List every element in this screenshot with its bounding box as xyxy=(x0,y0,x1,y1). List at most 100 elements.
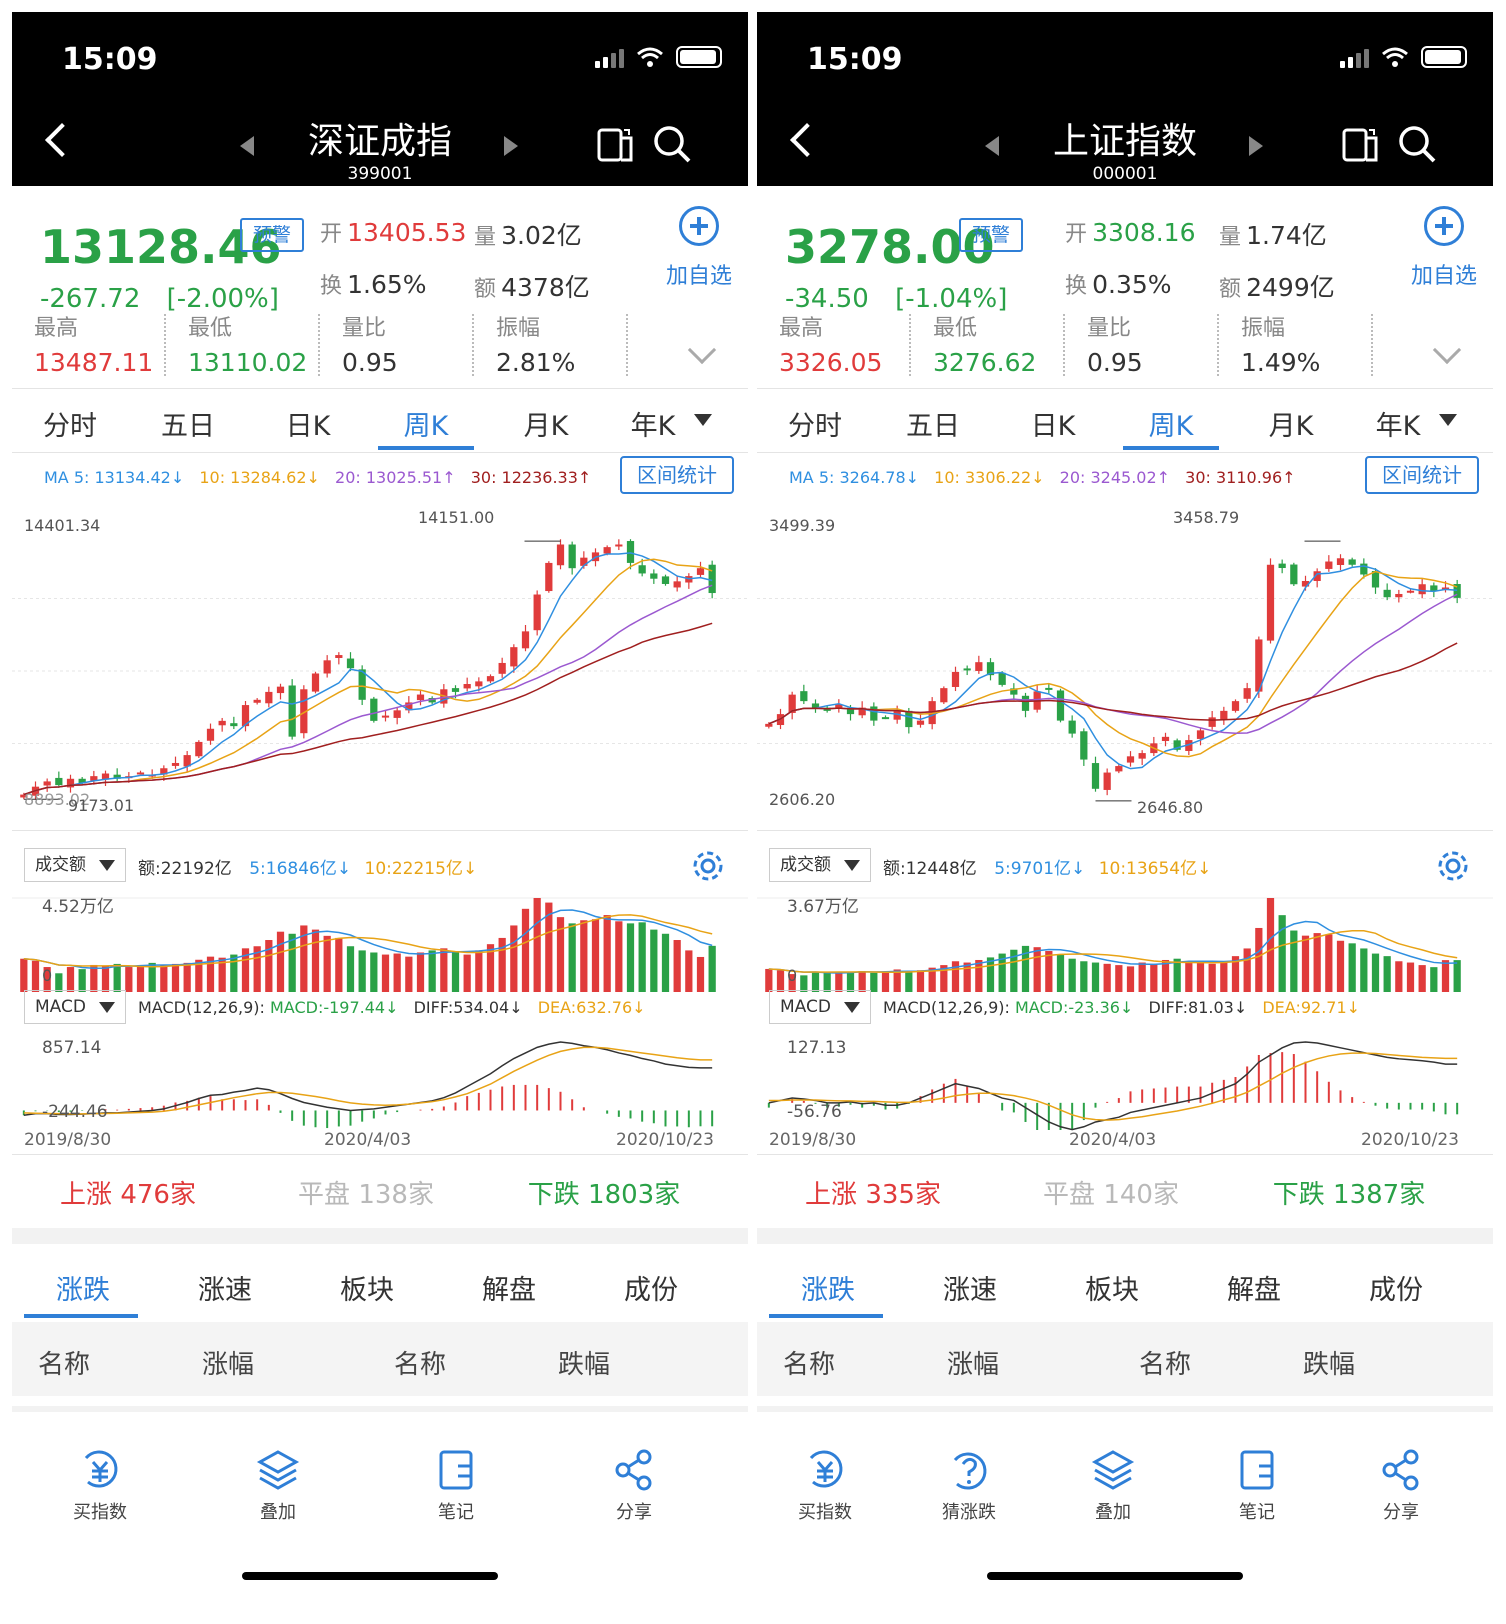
volume-bar xyxy=(440,948,448,992)
col-loss[interactable]: 跌幅 xyxy=(558,1350,611,1380)
prev-index-icon[interactable] xyxy=(240,136,254,156)
candle-body xyxy=(335,655,343,659)
active-bottom-tab-indicator xyxy=(24,1314,138,1318)
candle-body xyxy=(1453,584,1461,598)
candle-body xyxy=(545,562,553,592)
tab-5day[interactable]: 五日 xyxy=(161,411,215,442)
guess-button[interactable]: 猜涨跌 xyxy=(909,1448,1029,1524)
col-gain[interactable]: 涨幅 xyxy=(202,1350,255,1380)
volume-bar xyxy=(1115,965,1123,992)
candle-body xyxy=(20,794,28,798)
wifi-icon xyxy=(637,47,663,67)
tab-speed[interactable]: 涨速 xyxy=(198,1275,252,1306)
volume-bar xyxy=(545,902,553,992)
next-index-icon[interactable] xyxy=(1249,136,1263,156)
macd-indicator-select[interactable]: MACD xyxy=(769,990,871,1024)
tab-constituents[interactable]: 成份 xyxy=(624,1275,678,1306)
tab-monthly[interactable]: 月K xyxy=(523,411,569,442)
add-watchlist-button[interactable]: 加自选 xyxy=(1409,206,1479,290)
active-tab-indicator xyxy=(378,446,474,450)
advancing-count: 上涨 335家 xyxy=(805,1180,941,1210)
tab-analysis[interactable]: 解盘 xyxy=(1227,1275,1281,1306)
tab-constituents[interactable]: 成份 xyxy=(1369,1275,1423,1306)
tab-analysis[interactable]: 解盘 xyxy=(482,1275,536,1306)
candle-body xyxy=(253,699,261,703)
macd-max: 127.13 xyxy=(787,1038,847,1058)
candle-body xyxy=(183,755,191,767)
candlestick-chart[interactable] xyxy=(757,512,1493,832)
tab-minute[interactable]: 分时 xyxy=(788,411,842,442)
gear-icon[interactable] xyxy=(1435,848,1471,884)
alert-button[interactable]: 预警 xyxy=(959,218,1023,252)
tab-gainers-losers[interactable]: 涨跌 xyxy=(56,1275,110,1306)
tab-daily[interactable]: 日K xyxy=(285,411,331,442)
tab-sectors[interactable]: 板块 xyxy=(1085,1275,1139,1306)
candle-body xyxy=(451,688,460,692)
tab-yearly[interactable]: 年K xyxy=(1349,404,1469,443)
tab-sectors[interactable]: 板块 xyxy=(340,1275,394,1306)
volume-bar xyxy=(1301,935,1310,992)
notes-button[interactable]: 笔记 xyxy=(1197,1448,1317,1524)
index-name: 上证指数 xyxy=(1052,121,1197,162)
next-index-icon[interactable] xyxy=(504,136,518,156)
tab-monthly[interactable]: 月K xyxy=(1268,411,1314,442)
tab-yearly[interactable]: 年K xyxy=(604,404,724,443)
overlay-button[interactable]: 叠加 xyxy=(218,1448,338,1524)
overlay-button[interactable]: 叠加 xyxy=(1053,1448,1173,1524)
range-stats-button[interactable]: 区间统计 xyxy=(1365,456,1479,494)
volume-bar xyxy=(405,956,413,992)
landscape-icon[interactable] xyxy=(1341,124,1381,164)
tab-speed[interactable]: 涨速 xyxy=(943,1275,997,1306)
ma30: 30: 3110.96↑ xyxy=(1185,468,1296,487)
candle-body xyxy=(498,662,506,674)
buy-index-button[interactable]: 买指数 xyxy=(765,1448,885,1524)
stat-low: 最低 13110.02 xyxy=(188,316,308,377)
tab-weekly[interactable]: 周K xyxy=(1148,411,1194,442)
candle-body xyxy=(1173,740,1181,750)
date-end: 2020/10/23 xyxy=(616,1130,714,1150)
ma10-line xyxy=(768,570,1458,758)
macd-indicator-select[interactable]: MACD xyxy=(24,990,126,1024)
volume-zero: 0 xyxy=(42,966,53,985)
macd-chart xyxy=(767,1041,1459,1131)
y-axis-top: 14401.34 xyxy=(24,516,101,535)
high-annotation: 14151.00 xyxy=(418,508,495,527)
prev-index-icon[interactable] xyxy=(985,136,999,156)
gear-icon[interactable] xyxy=(690,848,726,884)
candle-body xyxy=(881,717,890,720)
stat-amplitude: 振幅 1.49% xyxy=(1241,316,1321,377)
volume-indicator-select[interactable]: 成交额 xyxy=(769,848,871,882)
ma-legend: MA 5: 3264.78↓ 10: 3306.22↓ 20: 3245.02↑… xyxy=(789,468,1296,487)
add-watchlist-button[interactable]: 加自选 xyxy=(664,206,734,290)
tab-daily[interactable]: 日K xyxy=(1030,411,1076,442)
index-code: 399001 xyxy=(347,164,413,184)
volume-zero: 0 xyxy=(787,966,798,985)
candle-body xyxy=(1091,763,1100,789)
tab-minute[interactable]: 分时 xyxy=(43,411,97,442)
buy-index-button[interactable]: 买指数 xyxy=(40,1448,160,1524)
share-button[interactable]: 分享 xyxy=(574,1448,694,1524)
tab-weekly[interactable]: 周K xyxy=(403,411,449,442)
candle-body xyxy=(1383,589,1391,598)
stat-high: 最高 3326.05 xyxy=(779,316,883,377)
alert-button[interactable]: 预警 xyxy=(240,218,304,252)
y-axis-top: 3499.39 xyxy=(769,516,836,535)
volume-indicator-select[interactable]: 成交额 xyxy=(24,848,126,882)
candle-body xyxy=(580,557,588,566)
tab-5day[interactable]: 五日 xyxy=(906,411,960,442)
volume-bar xyxy=(1080,961,1088,992)
candle-body xyxy=(916,720,925,725)
tab-gainers-losers[interactable]: 涨跌 xyxy=(801,1275,855,1306)
search-icon[interactable] xyxy=(652,124,692,164)
notes-button[interactable]: 笔记 xyxy=(396,1448,516,1524)
search-icon[interactable] xyxy=(1397,124,1437,164)
col-loss[interactable]: 跌幅 xyxy=(1303,1350,1356,1380)
candlestick-chart[interactable] xyxy=(12,512,748,832)
candle-body xyxy=(1371,571,1380,588)
landscape-icon[interactable] xyxy=(596,124,636,164)
share-button[interactable]: 分享 xyxy=(1341,1448,1461,1524)
col-gain[interactable]: 涨幅 xyxy=(947,1350,1000,1380)
dropdown-icon xyxy=(694,414,712,426)
volume-bar xyxy=(346,946,355,992)
range-stats-button[interactable]: 区间统计 xyxy=(620,456,734,494)
